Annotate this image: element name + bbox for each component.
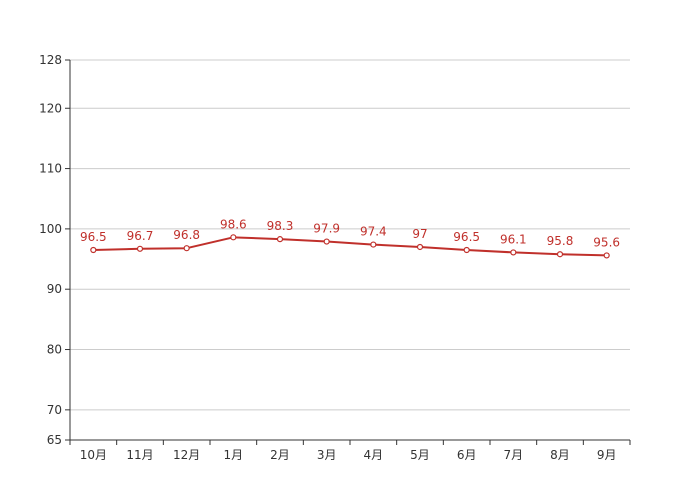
data-label: 96.7 <box>127 229 154 243</box>
data-label: 95.8 <box>547 234 574 248</box>
data-label: 95.6 <box>593 235 620 249</box>
data-point[interactable] <box>556 251 564 258</box>
data-label: 98.3 <box>267 219 294 233</box>
data-point[interactable] <box>463 246 470 254</box>
x-tick-label: 10月 <box>80 448 107 462</box>
data-label: 97 <box>412 227 427 241</box>
data-label: 96.5 <box>80 230 107 244</box>
data-label: 96.1 <box>500 232 527 246</box>
data-point[interactable] <box>323 238 330 245</box>
data-label: 97.9 <box>313 222 340 236</box>
x-tick-label: 12月 <box>173 448 200 462</box>
data-point[interactable] <box>416 243 424 251</box>
data-point[interactable] <box>136 245 144 252</box>
y-tick-label: 90 <box>47 282 62 296</box>
x-axis-ticks: 10月 11月 12月 1月 2月 3月 4月 5月 6月 7月 8月 9月 <box>69 440 631 462</box>
x-tick-label: 6月 <box>457 448 477 462</box>
data-point[interactable] <box>603 252 610 259</box>
data-point[interactable] <box>276 236 284 243</box>
x-tick-label: 5月 <box>410 448 430 462</box>
series-line <box>93 236 607 257</box>
y-tick-label: 110 <box>39 162 62 176</box>
series-group <box>90 234 610 259</box>
x-tick-label: 8月 <box>550 448 570 462</box>
y-tick-label: 80 <box>47 343 62 357</box>
data-label: 98.6 <box>220 217 247 231</box>
y-tick-label: 120 <box>39 101 62 115</box>
gridlines <box>70 59 630 411</box>
x-tick-label: 11月 <box>126 448 153 462</box>
axes <box>69 60 630 441</box>
data-label: 96.8 <box>173 228 200 242</box>
data-point[interactable] <box>370 241 377 248</box>
data-labels: 96.5 96.7 96.8 98.6 98.3 97.9 97.4 97 96.5 96.1 95… <box>80 217 620 249</box>
y-tick-label: 128 <box>39 53 62 67</box>
x-tick-label: 9月 <box>597 448 617 462</box>
data-label: 97.4 <box>360 225 387 239</box>
x-tick-label: 4月 <box>364 448 384 462</box>
x-tick-label: 7月 <box>504 448 524 462</box>
y-tick-label: 70 <box>47 403 62 417</box>
y-axis-ticks: 65 70 80 90 100 110 120 128 <box>39 53 70 447</box>
y-tick-label: 100 <box>39 222 62 236</box>
data-label: 96.5 <box>453 230 480 244</box>
data-point[interactable] <box>183 245 190 252</box>
data-point[interactable] <box>510 249 517 256</box>
x-tick-label: 1月 <box>224 448 244 462</box>
x-tick-label: 2月 <box>270 448 290 462</box>
y-tick-label: 65 <box>47 433 62 447</box>
x-tick-label: 3月 <box>317 448 337 462</box>
data-point[interactable] <box>90 246 97 254</box>
data-point[interactable] <box>230 234 237 241</box>
